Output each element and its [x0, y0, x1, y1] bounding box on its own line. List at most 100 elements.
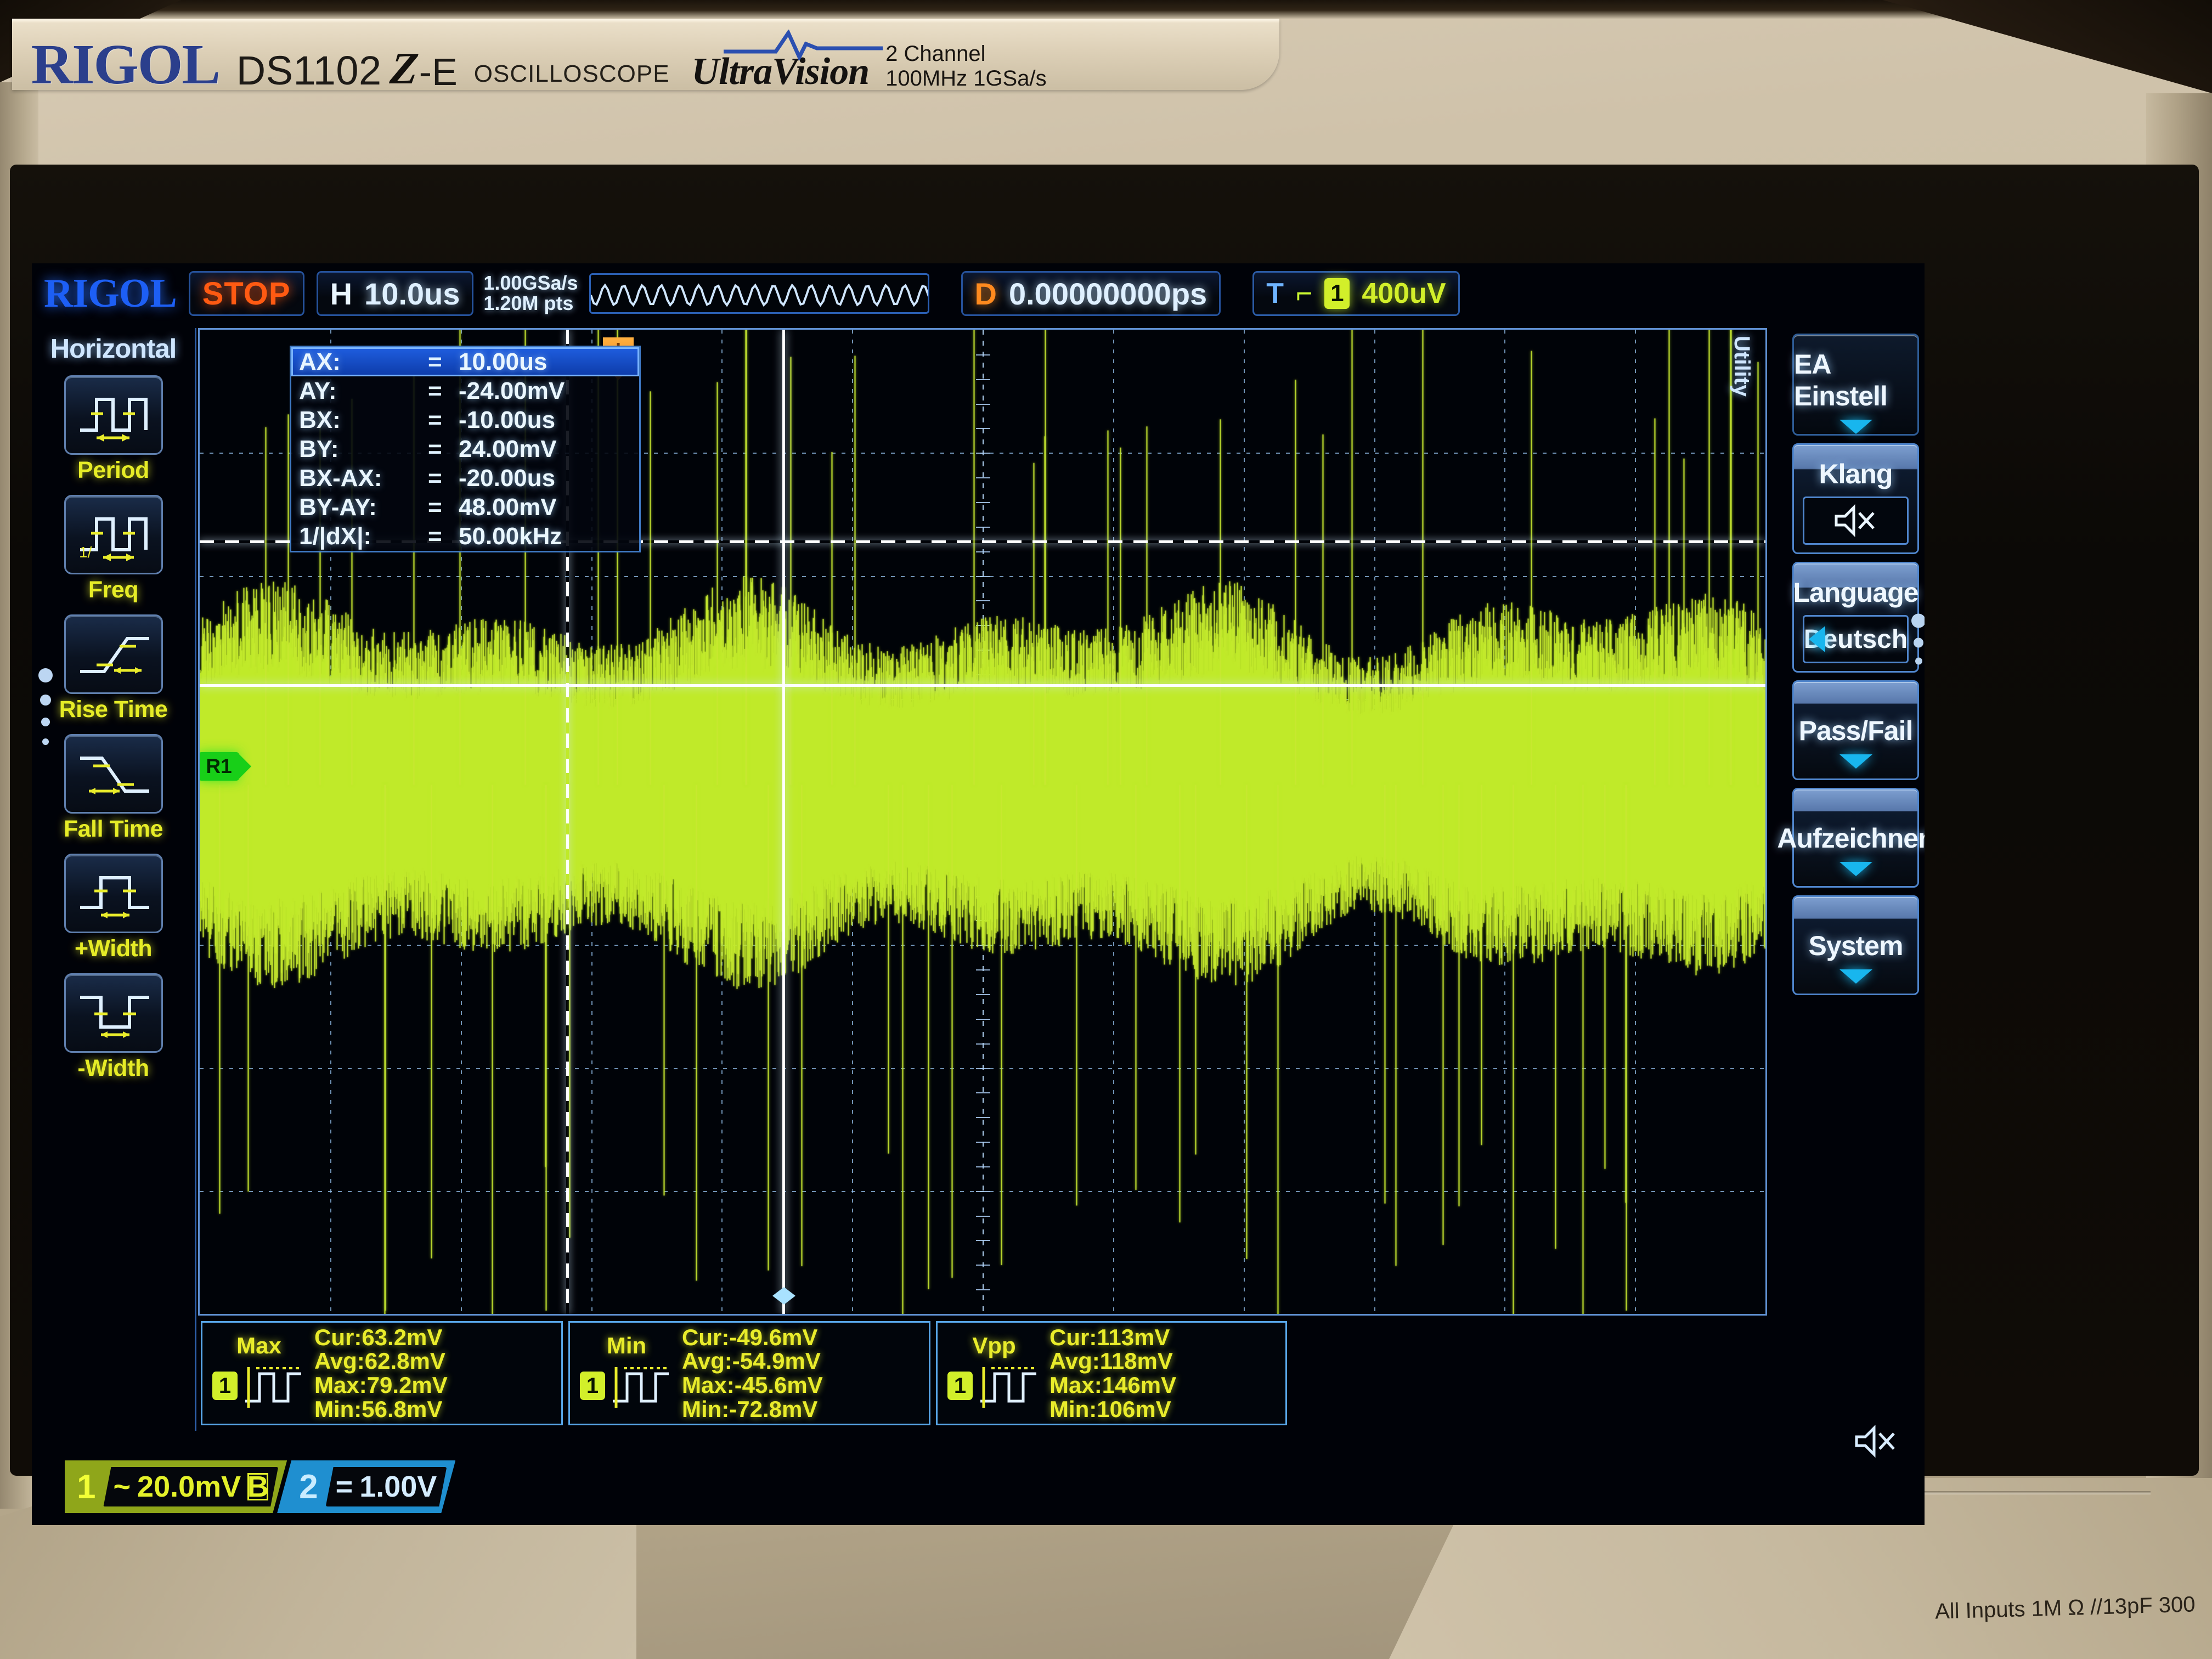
cursor-equals: =	[428, 377, 442, 404]
acquisition-info: 1.00GSa/s 1.20M pts	[483, 273, 578, 313]
mute-status-indicator	[1853, 1424, 1899, 1462]
menu-item-system[interactable]: System	[1792, 895, 1919, 995]
measurement-box[interactable]: Vpp 1 Cur:113mV Avg:118mV Max:146mV Min:106mV	[936, 1321, 1287, 1425]
measurement-cur: Cur:-49.6mV	[682, 1324, 818, 1350]
measurement-max: Max:146mV	[1049, 1372, 1177, 1398]
channel1-ground-marker[interactable]: R1	[200, 752, 251, 781]
menu-item-language[interactable]: Language Deutsch	[1792, 562, 1925, 673]
ultravision-logo: UltraVision	[692, 30, 883, 91]
utility-menu-title: Utility	[1730, 336, 1754, 397]
klang-value-box[interactable]	[1803, 496, 1909, 545]
horizontal-key-label: H	[330, 276, 353, 311]
measurement-values: Cur:-49.6mV Avg:-54.9mV Max:-45.6mV Min:-72…	[682, 1325, 823, 1421]
left-menu-scroll-indicator[interactable]	[38, 668, 53, 745]
measurement-box[interactable]: Min 1 Cur:-49.6mV Avg:-54.9mV Max:-45.6mV Min…	[568, 1321, 930, 1425]
cursor-ay-line[interactable]	[200, 540, 1765, 543]
spec-channels: 2 Channel	[885, 42, 986, 66]
menu-item-aufzeichnen[interactable]: Aufzeichnen	[1777, 788, 1925, 888]
cursor-value: 24.00mV	[459, 435, 557, 462]
measurement-avg: Avg:62.8mV	[314, 1348, 445, 1374]
speaker-muted-icon	[1835, 504, 1875, 538]
measurement-glyph	[613, 1367, 669, 1408]
trigger-delay-cell[interactable]: D 0.00000000ps	[961, 271, 1221, 316]
measurement-boxes: Max 1 Cur:63.2mV Avg:62.8mV Max:79.2mV Min:56…	[201, 1321, 1287, 1425]
horizontal-scale-cell[interactable]: H 10.0us	[316, 271, 474, 316]
cursor-value: -10.00us	[459, 406, 556, 433]
channel-1-status[interactable]: 1 ~ 20.0mV B	[65, 1460, 287, 1513]
menu-label-pass-fail: Pass/Fail	[1798, 715, 1914, 746]
channel-marker-label: R1	[206, 755, 232, 777]
chevron-down-icon	[1839, 754, 1872, 769]
cursor-row[interactable]: 1/|dX|: = 50.00kHz	[291, 522, 639, 551]
rising-edge-icon: ⌐	[1295, 278, 1313, 309]
measure-label-negative-width: -Width	[77, 1055, 149, 1081]
measure-label-freq: Freq	[88, 577, 139, 603]
language-value-box[interactable]: Deutsch	[1803, 613, 1925, 665]
measurement-icon-row: 1	[580, 1359, 673, 1412]
cursor-row[interactable]: AY: = -24.00mV	[291, 376, 639, 405]
channel-1-bandwidth-badge: B	[247, 1470, 269, 1503]
cursor-row[interactable]: AX: = 10.00us	[291, 347, 639, 376]
measurement-cur: Cur:113mV	[1049, 1324, 1170, 1350]
fall-time-icon	[64, 734, 163, 814]
channel-2-scale: 1.00V	[359, 1470, 437, 1503]
frequency-icon: 1/	[64, 495, 163, 574]
measure-label-rise-time: Rise Time	[59, 696, 168, 723]
measure-label-period: Period	[77, 457, 149, 483]
measurement-glyph	[245, 1367, 301, 1408]
device-category: OSCILLOSCOPE	[473, 60, 670, 88]
menu-item-pass-fail[interactable]: Pass/Fail	[1792, 680, 1919, 780]
measure-item-rise-time[interactable]: Rise Time	[32, 614, 195, 723]
measurement-box[interactable]: Max 1 Cur:63.2mV Avg:62.8mV Max:79.2mV Min:56…	[201, 1321, 563, 1425]
measure-label-fall-time: Fall Time	[63, 816, 163, 842]
measurement-source-badge: 1	[947, 1372, 973, 1400]
measure-item-negative-width[interactable]: -Width	[32, 973, 195, 1082]
cursor-readout-panel: AX: = 10.00us AY: = -24.00mV BX: = -10.00us BY: = 2…	[290, 346, 641, 552]
channel-2-status[interactable]: 2 = 1.00V	[277, 1460, 455, 1513]
channel-1-coupling: ~	[113, 1470, 131, 1503]
cursor-ax-line[interactable]	[566, 330, 569, 1314]
measurement-values: Cur:63.2mV Avg:62.8mV Max:79.2mV Min:56.8mV	[314, 1325, 448, 1421]
rigol-wordmark: RIGOL	[31, 33, 221, 97]
cursor-equals: =	[428, 522, 442, 550]
series-suffix: -E	[419, 50, 458, 93]
chevron-down-icon	[1839, 420, 1872, 434]
cursor-row[interactable]: BY: = 24.00mV	[291, 435, 639, 464]
memory-waveform-icon	[590, 283, 928, 307]
measurement-name: Vpp	[972, 1333, 1016, 1358]
cursor-value: -20.00us	[459, 464, 556, 492]
measure-item-freq[interactable]: 1/ Freq	[32, 495, 195, 603]
sample-rate-value: 1.00GSa/s	[483, 272, 578, 295]
cursor-key: BX-AX:	[299, 464, 382, 492]
channel-2-number: 2	[299, 1468, 318, 1506]
cursor-equals: =	[428, 406, 442, 433]
measure-item-period[interactable]: Period	[32, 375, 195, 484]
measurement-cur: Cur:63.2mV	[314, 1324, 443, 1350]
menu-item-ea-einstell[interactable]: EA Einstell	[1792, 334, 1919, 436]
menu-scroll-indicator[interactable]	[1911, 613, 1925, 665]
svg-text:1/: 1/	[79, 544, 92, 561]
cursor-row[interactable]: BX-AX: = -20.00us	[291, 464, 639, 493]
speaker-muted-icon	[1855, 1424, 1895, 1458]
run-state-indicator[interactable]: STOP	[188, 271, 304, 316]
measurement-max: Max:-45.6mV	[682, 1372, 823, 1398]
run-state-label: STOP	[202, 275, 291, 312]
channel-1-number: 1	[77, 1468, 96, 1506]
measurement-icon-row: 1	[212, 1359, 306, 1412]
trigger-icon: T	[1266, 278, 1284, 309]
cursor-equals: =	[428, 348, 442, 375]
cursor-by-line[interactable]	[200, 684, 1765, 687]
menu-item-klang[interactable]: Klang	[1792, 443, 1919, 554]
status-bar: RIGOL STOP H 10.0us 1.00GSa/s 1.20M pts	[32, 263, 1925, 324]
measure-item-fall-time[interactable]: Fall Time	[32, 734, 195, 843]
trigger-settings-cell[interactable]: T ⌐ 1 400uV	[1252, 271, 1460, 316]
memory-overview-strip[interactable]	[589, 273, 929, 314]
cursor-row[interactable]: BX: = -10.00us	[291, 405, 639, 435]
trigger-source-badge: 1	[1324, 278, 1350, 309]
measurement-header: Vpp 1	[942, 1334, 1046, 1412]
cursor-row[interactable]: BY-AY: = 48.00mV	[291, 493, 639, 522]
trigger-level-value: 400uV	[1362, 278, 1446, 309]
measure-item-positive-width[interactable]: +Width	[32, 854, 195, 962]
brand-plate	[12, 19, 1279, 90]
cursor-bx-line[interactable]	[782, 330, 785, 1314]
